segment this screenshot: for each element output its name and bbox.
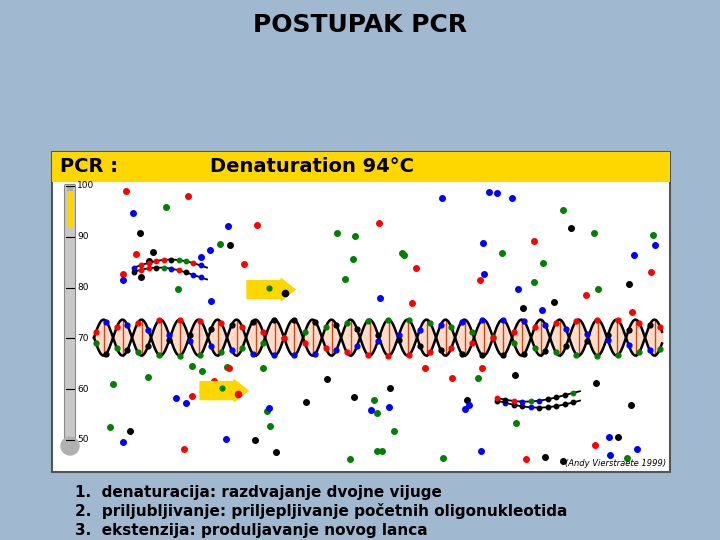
Text: 60: 60	[77, 384, 89, 394]
Bar	[52, 152, 670, 182]
FancyArrow shape	[247, 279, 295, 301]
Bar	[52, 152, 670, 472]
Bar	[67, 186, 73, 227]
Bar	[67, 186, 73, 191]
Text: Denaturation 94°C: Denaturation 94°C	[210, 158, 413, 177]
Text: 2.  priljubljivanje: priljepljivanje početnih oligonukleotida: 2. priljubljivanje: priljepljivanje poče…	[75, 503, 567, 519]
Text: (Andy Vierstraete 1999): (Andy Vierstraete 1999)	[565, 459, 666, 468]
Text: POSTUPAK PCR: POSTUPAK PCR	[253, 13, 467, 37]
Text: PCR :: PCR :	[60, 158, 118, 177]
Text: 3.  ekstenzija: produljavanje novog lanca: 3. ekstenzija: produljavanje novog lanca	[75, 523, 428, 537]
FancyArrow shape	[200, 380, 248, 402]
Text: 50: 50	[77, 435, 89, 444]
Circle shape	[61, 437, 79, 455]
FancyBboxPatch shape	[65, 185, 76, 442]
Text: 90: 90	[77, 232, 89, 241]
Text: 100: 100	[77, 181, 94, 191]
Text: 70: 70	[77, 334, 89, 343]
Text: 80: 80	[77, 283, 89, 292]
Text: 1.  denaturacija: razdvajanje dvojne vijuge: 1. denaturacija: razdvajanje dvojne viju…	[75, 484, 442, 500]
